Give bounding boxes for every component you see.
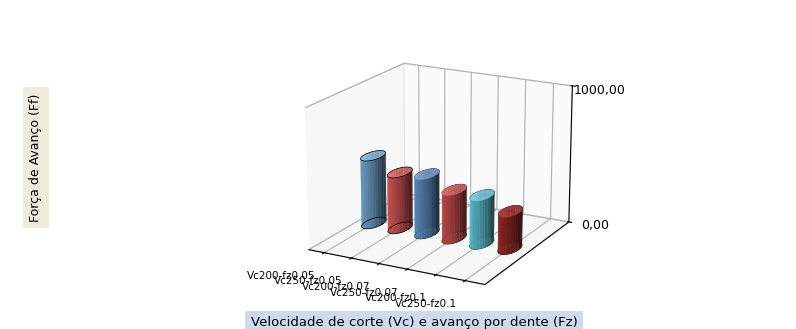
Text: Velocidade de corte (Vc) e avanço por dente (Fz): Velocidade de corte (Vc) e avanço por de…	[251, 316, 577, 329]
Text: Força de Avanço (Ff): Força de Avanço (Ff)	[29, 94, 42, 222]
